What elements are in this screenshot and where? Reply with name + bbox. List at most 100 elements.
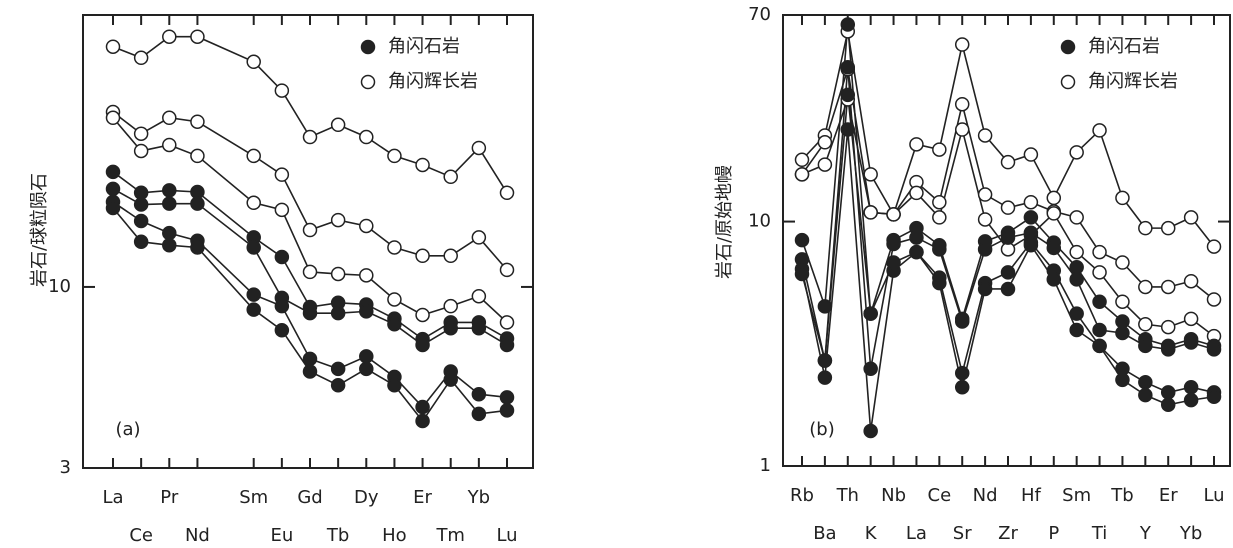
data-point (817, 353, 833, 368)
data-point (977, 281, 993, 297)
x-tick-label: Gd (297, 487, 322, 508)
data-point (443, 320, 458, 336)
x-tick-label: Ce (928, 485, 952, 506)
x-tick-label: La (906, 523, 927, 544)
x-tick-label: Er (1159, 485, 1178, 506)
data-point (977, 128, 993, 143)
data-point (1069, 322, 1084, 338)
data-point (1069, 306, 1084, 321)
data-point (1000, 230, 1016, 245)
data-point (387, 148, 402, 164)
data-point (840, 17, 856, 32)
x-tick-label: Ba (813, 523, 836, 544)
data-point (190, 148, 205, 164)
data-point (932, 142, 947, 157)
data-point (1023, 210, 1039, 225)
data-point (932, 210, 947, 225)
data-point (1092, 338, 1107, 354)
data-point (387, 378, 402, 393)
x-tick-label: Yb (467, 487, 490, 508)
x-tick-label: Yb (1179, 523, 1202, 544)
data-point (105, 39, 121, 54)
data-point (1206, 239, 1222, 254)
data-point (1183, 311, 1199, 327)
data-point (1092, 123, 1107, 138)
data-point (1115, 325, 1130, 341)
data-point (415, 248, 430, 264)
data-point (105, 200, 121, 216)
data-point (977, 242, 993, 257)
data-point (471, 386, 487, 402)
data-point (1000, 154, 1016, 170)
data-point (246, 195, 261, 211)
data-point (274, 167, 290, 182)
data-point (863, 306, 878, 321)
data-point (302, 364, 318, 379)
data-point (1046, 190, 1062, 206)
data-point (954, 365, 970, 381)
plot-frame (82, 14, 534, 469)
data-point (1183, 379, 1199, 395)
x-tick-label: Tb (326, 525, 349, 546)
data-point (302, 305, 318, 321)
data-point (840, 59, 856, 75)
x-tick-label: Rb (790, 485, 814, 506)
data-point (1092, 294, 1107, 309)
x-tick-label: Er (413, 487, 432, 508)
data-point (1069, 210, 1084, 225)
data-point (162, 110, 177, 126)
x-tick-label: Tm (435, 525, 465, 546)
legend-marker (1060, 74, 1076, 90)
data-point (1069, 145, 1084, 160)
data-point (794, 266, 810, 282)
data-point (359, 349, 374, 364)
data-point (274, 202, 290, 218)
data-point (1000, 281, 1016, 297)
data-point (105, 181, 121, 197)
y-tick-label: 70 (748, 4, 771, 25)
data-point (471, 406, 487, 422)
y-tick-label: 10 (748, 211, 771, 232)
data-point (909, 185, 924, 201)
data-point (499, 262, 515, 278)
data-point (1023, 238, 1039, 253)
data-point (499, 315, 515, 330)
data-point (162, 225, 177, 241)
data-point (1115, 372, 1130, 388)
data-point (886, 207, 901, 222)
data-point (471, 288, 487, 304)
data-point (499, 337, 515, 353)
data-point (274, 322, 290, 338)
data-point (909, 244, 924, 260)
y-tick-label: 1 (760, 455, 771, 476)
x-tick-label: Ce (129, 525, 153, 546)
data-point (302, 129, 318, 145)
data-point (499, 390, 515, 405)
data-point (330, 305, 346, 321)
panel-label: (b) (809, 419, 834, 440)
data-point (886, 255, 901, 270)
data-point (817, 370, 833, 385)
x-tick-label: Sr (953, 523, 972, 544)
data-point (471, 140, 487, 156)
data-point (330, 361, 346, 377)
data-point (817, 135, 833, 150)
data-point (954, 96, 970, 112)
data-point (359, 304, 374, 319)
data-point (330, 212, 346, 228)
data-point (977, 212, 993, 227)
data-point (415, 413, 430, 429)
legend-label: 角闪辉长岩 (388, 71, 478, 92)
data-point (954, 314, 970, 329)
data-point (443, 169, 458, 185)
data-point (1138, 279, 1153, 295)
data-point (415, 337, 430, 353)
data-point (1206, 292, 1222, 307)
data-point (415, 307, 430, 323)
x-tick-label: Tb (1110, 485, 1133, 506)
data-point (1160, 385, 1176, 400)
data-point (1069, 272, 1084, 287)
data-point (909, 230, 924, 245)
series-line (801, 68, 1215, 301)
